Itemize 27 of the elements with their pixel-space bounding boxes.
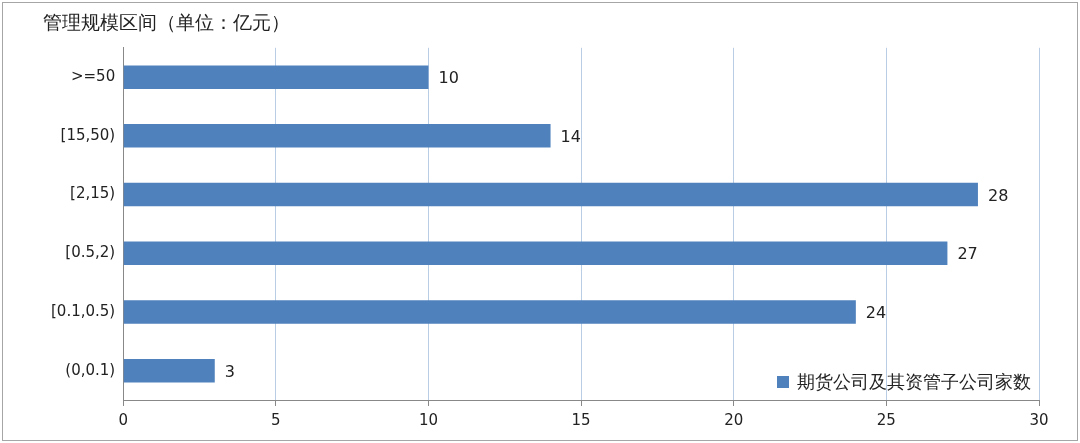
y-tick-label: (0,0.1) (65, 360, 116, 379)
data-label: 28 (987, 185, 1009, 205)
y-tick-label: [2,15) (70, 184, 116, 203)
x-tick-label: 15 (571, 410, 591, 429)
y-tick-label: [0.5,2) (65, 243, 116, 262)
bar (123, 65, 429, 89)
data-label: 14 (560, 127, 581, 147)
x-tick-label: 10 (418, 410, 438, 429)
bar (123, 241, 948, 265)
x-tick-label: 25 (876, 410, 896, 429)
y-tick-label: [0.1,0.5) (50, 301, 116, 320)
data-label: 27 (957, 244, 978, 264)
data-label: 24 (865, 303, 887, 323)
x-tick-label: 30 (1029, 410, 1049, 429)
data-label: 3 (224, 361, 235, 381)
x-tick-label: 0 (118, 410, 128, 429)
x-tick-label: 5 (271, 410, 281, 429)
y-tick-label: >=50 (70, 67, 116, 86)
data-label: 10 (438, 68, 459, 88)
legend-label: 期货公司及其资管子公司家数 (797, 370, 1031, 392)
chart-title: 管理规模区间（单位：亿元） (43, 11, 290, 34)
x-tick-label: 20 (724, 410, 744, 429)
bar (123, 182, 978, 207)
y-tick-label: [15,50) (60, 125, 116, 144)
bar (123, 124, 551, 148)
bar (123, 358, 215, 383)
bar (123, 300, 856, 324)
